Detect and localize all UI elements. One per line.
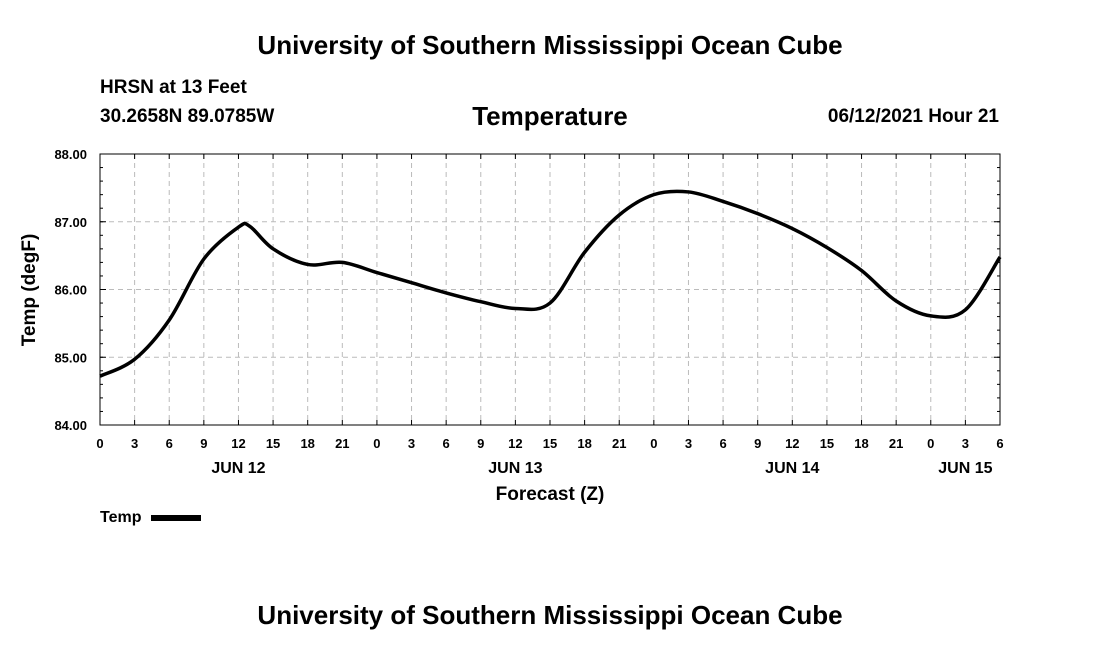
date-label: JUN 12	[211, 460, 265, 477]
legend: Temp	[100, 509, 202, 527]
chart-title: Temperature	[472, 101, 628, 131]
station-label: HRSN at 13 Feet	[100, 77, 247, 98]
axes: 0 3 6 9 12 15 18 21 0 3 6 9 12 15 18 21 0 3 6 9 12 15 18 21 0 3 6 8…	[54, 147, 1003, 477]
x-tick-label: 0	[650, 436, 657, 451]
page-title: University of Southern Mississippi Ocean…	[257, 30, 843, 60]
x-tick-label: 15	[543, 436, 557, 451]
grid	[100, 154, 1000, 425]
x-tick-label: 21	[612, 436, 626, 451]
x-tick-label: 21	[889, 436, 903, 451]
x-tick-label: 6	[443, 436, 450, 451]
y-tick-label: 86.00	[54, 283, 87, 298]
date-label: JUN 14	[765, 460, 819, 477]
x-tick-label: 0	[96, 436, 103, 451]
legend-line-swatch	[151, 515, 202, 521]
y-tick-label: 87.00	[54, 215, 87, 230]
x-tick-label: 9	[200, 436, 207, 451]
y-tick-label: 85.00	[54, 350, 87, 365]
x-tick-label: 18	[577, 436, 591, 451]
x-tick-label: 9	[754, 436, 761, 451]
plot-frame	[99, 153, 1001, 426]
y-axis-title: Temp (degF)	[19, 234, 40, 347]
x-axis-title: Forecast (Z)	[496, 484, 605, 505]
x-tick-label: 12	[785, 436, 799, 451]
x-tick-label: 3	[685, 436, 692, 451]
x-tick-label: 15	[820, 436, 834, 451]
date-label: JUN 13	[488, 460, 542, 477]
station-coordinates: 30.2658N 89.0785W	[100, 106, 275, 127]
legend-label: Temp	[100, 509, 142, 526]
y-tick-label: 84.00	[54, 418, 87, 433]
x-tick-label: 3	[962, 436, 969, 451]
series-layer	[99, 189, 1002, 378]
y-tick-label: 88.00	[54, 147, 87, 162]
x-tick-label: 6	[719, 436, 726, 451]
x-tick-label: 21	[335, 436, 349, 451]
x-tick-label: 15	[266, 436, 280, 451]
date-label: JUN 15	[938, 460, 992, 477]
footer-title: University of Southern Mississippi Ocean…	[257, 600, 843, 630]
x-tick-label: 12	[508, 436, 522, 451]
x-tick-label: 0	[373, 436, 380, 451]
x-tick-label: 0	[927, 436, 934, 451]
x-tick-label: 18	[300, 436, 314, 451]
x-tick-label: 6	[166, 436, 173, 451]
x-tick-label: 12	[231, 436, 245, 451]
x-tick-label: 3	[408, 436, 415, 451]
x-tick-label: 6	[996, 436, 1003, 451]
x-tick-label: 3	[131, 436, 138, 451]
series-line-temp	[99, 189, 1002, 378]
forecast-datetime: 06/12/2021 Hour 21	[827, 106, 999, 127]
x-tick-label: 9	[477, 436, 484, 451]
x-tick-label: 18	[854, 436, 868, 451]
